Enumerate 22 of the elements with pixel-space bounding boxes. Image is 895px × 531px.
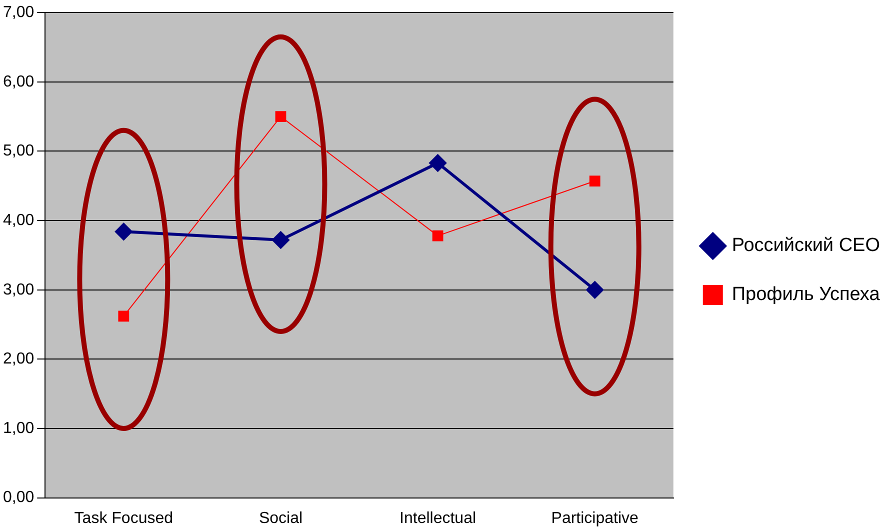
point — [429, 154, 446, 172]
point — [272, 231, 290, 248]
y-tick-label: 0,00 — [3, 489, 34, 506]
x-tick-label: Participative — [551, 510, 639, 527]
point — [115, 223, 132, 240]
y-tick-label: 1,00 — [3, 420, 34, 437]
x-tick-label: Intellectual — [400, 510, 476, 527]
x-tick-label: Social — [258, 510, 303, 527]
y-tick-label: 7,00 — [3, 4, 34, 22]
y-tick-label: 5,00 — [3, 142, 34, 160]
point — [275, 111, 286, 122]
x-tick-label: Task Focused — [74, 510, 174, 527]
y-tick-label: 2,00 — [3, 350, 34, 368]
y-tick-label: 4,00 — [3, 212, 34, 229]
point — [432, 230, 444, 242]
legend-label: Профиль Успеха — [732, 284, 880, 306]
point — [589, 176, 600, 186]
point — [118, 310, 130, 322]
point — [586, 281, 604, 298]
legend-label: Российский CEO — [732, 235, 880, 256]
y-tick-label: 6,00 — [3, 73, 34, 90]
y-tick-label: 3,00 — [3, 281, 34, 298]
